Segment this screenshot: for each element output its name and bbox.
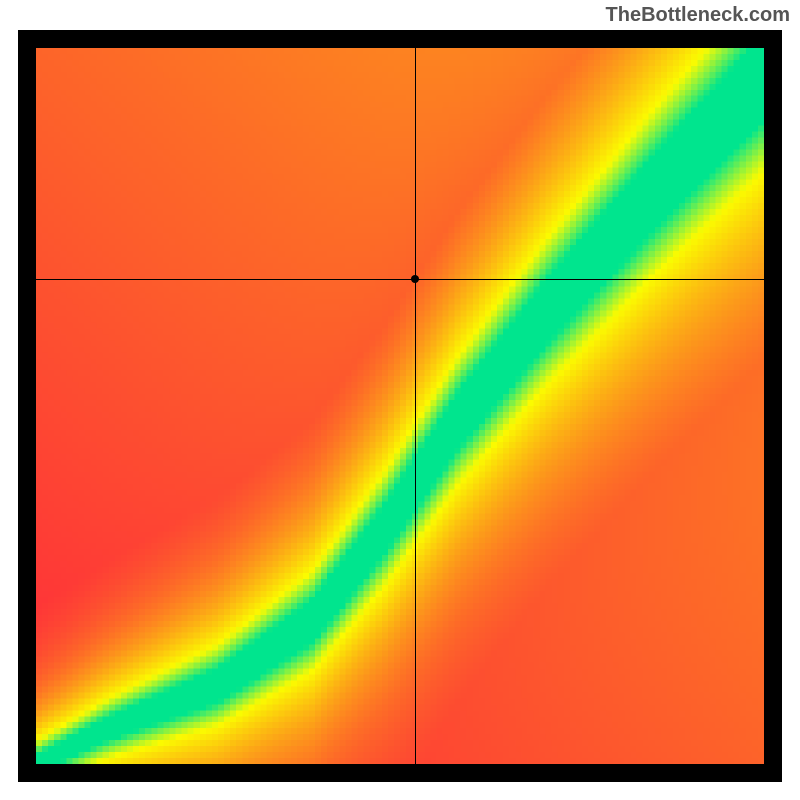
crosshair-horizontal-line	[36, 279, 764, 280]
crosshair-dot	[411, 275, 419, 283]
watermark-text: TheBottleneck.com	[606, 4, 790, 27]
crosshair-vertical-line	[415, 48, 416, 764]
bottleneck-heatmap	[36, 48, 764, 764]
chart-container: TheBottleneck.com	[0, 0, 800, 800]
chart-frame	[18, 30, 782, 782]
